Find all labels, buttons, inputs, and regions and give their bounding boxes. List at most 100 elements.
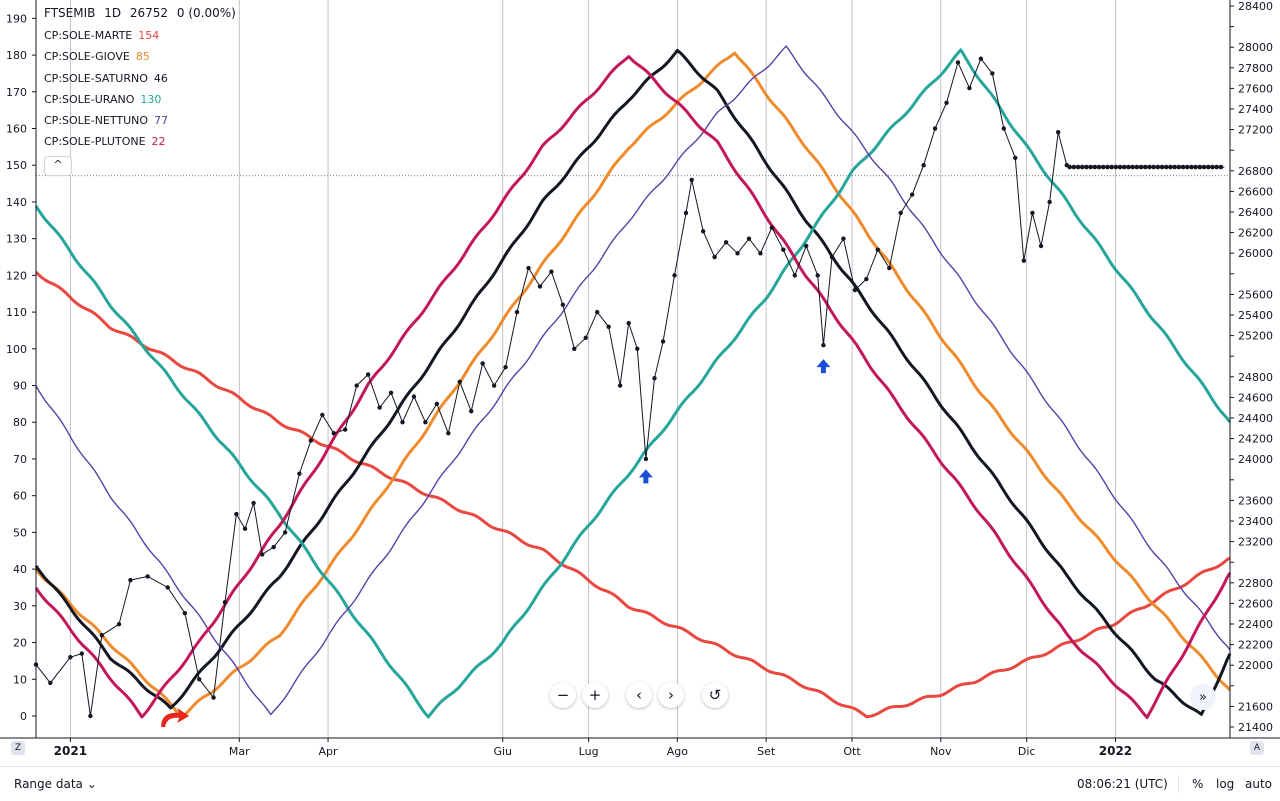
- utc-clock[interactable]: 08:06:21 (UTC): [1077, 777, 1168, 791]
- price-point: [712, 254, 717, 260]
- reset-chart-button[interactable]: ↺: [702, 682, 728, 708]
- price-point: [251, 500, 256, 506]
- right-tick-label: 27200: [1238, 124, 1273, 137]
- price-point: [955, 60, 961, 65]
- price-point: [297, 471, 302, 476]
- x-tick-label: Ott: [843, 745, 861, 758]
- price-point: [1038, 243, 1044, 249]
- scroll-to-realtime-button[interactable]: »: [1190, 684, 1216, 710]
- projection-point: [1205, 164, 1211, 170]
- price-point: [887, 265, 892, 271]
- price-point: [400, 420, 405, 425]
- interval-label[interactable]: 1D: [104, 6, 122, 20]
- price-point: [990, 71, 995, 76]
- time-axis-bg: [0, 739, 1280, 766]
- left-tick-label: 20: [13, 637, 27, 650]
- price-point: [128, 577, 133, 583]
- bottom-toolbar: Range data ⌄ 08:06:21 (UTC) % log auto: [0, 766, 1280, 801]
- right-tick-label: 23200: [1238, 536, 1273, 549]
- projection-point: [1117, 164, 1123, 170]
- zoom-corner-button[interactable]: Z: [11, 741, 25, 755]
- price-point: [457, 379, 462, 385]
- scroll-right-button[interactable]: ›: [658, 682, 684, 708]
- legend-collapse-button[interactable]: ^: [44, 156, 72, 176]
- legend-item-giove[interactable]: CP:SOLE-GIOVE 85: [44, 50, 150, 64]
- left-tick-label: 50: [13, 526, 27, 539]
- legend-item-marte[interactable]: CP:SOLE-MARTE 154: [44, 29, 160, 42]
- price-point: [700, 229, 706, 234]
- left-tick-label: 110: [6, 306, 27, 319]
- projection-point: [1151, 164, 1156, 170]
- price-point: [1001, 126, 1006, 131]
- legend-header: FTSEMIB 1D 26752 0 (0.00%): [44, 6, 241, 20]
- legend-item-urano[interactable]: CP:SOLE-URANO 130: [44, 92, 162, 106]
- left-tick-label: 10: [13, 673, 27, 686]
- right-tick-label: 28400: [1238, 0, 1273, 13]
- price-point: [343, 427, 348, 432]
- left-tick-label: 190: [6, 12, 27, 25]
- series-line-cp-sole-marte: [34, 271, 1231, 719]
- legend-item-plutone[interactable]: CP:SOLE-PLUTONE 22: [44, 135, 166, 149]
- right-tick-label: 25600: [1238, 288, 1273, 301]
- price-point: [1013, 155, 1018, 161]
- projection-point: [1092, 164, 1098, 170]
- right-tick-label: 22400: [1238, 618, 1273, 631]
- projection-point: [1218, 164, 1224, 170]
- price-point: [116, 621, 122, 627]
- price-point: [944, 100, 949, 106]
- price-point: [320, 412, 325, 418]
- price-point: [821, 342, 826, 348]
- price-point: [875, 247, 881, 252]
- legend-item-nettuno[interactable]: CP:SOLE-NETTUNO 77: [44, 114, 169, 128]
- right-tick-label: 26000: [1238, 247, 1273, 260]
- price-point: [491, 383, 497, 388]
- zoom-in-button[interactable]: +: [582, 682, 608, 708]
- right-tick-label: 26600: [1238, 185, 1273, 198]
- projection-point: [1109, 164, 1114, 170]
- projection-point: [1121, 164, 1127, 170]
- price-point: [282, 530, 288, 535]
- right-tick-label: 25400: [1238, 309, 1273, 322]
- left-tick-label: 170: [6, 86, 27, 99]
- price-point: [260, 552, 265, 557]
- projection-point: [1096, 164, 1102, 170]
- price-point: [1056, 129, 1061, 135]
- price-point: [480, 361, 485, 366]
- price-point: [388, 390, 394, 396]
- price-point: [781, 247, 786, 252]
- auto-scale-corner-button[interactable]: A: [1250, 741, 1264, 755]
- projection-point: [1176, 164, 1182, 170]
- price-point: [572, 346, 577, 352]
- right-tick-label: 22200: [1238, 639, 1273, 652]
- price-point: [222, 599, 228, 605]
- reset-controls: ↺: [702, 682, 728, 708]
- price-point: [79, 651, 85, 656]
- scroll-left-button[interactable]: ‹: [626, 682, 652, 708]
- auto-scale-toggle[interactable]: auto: [1245, 777, 1273, 791]
- left-tick-label: 0: [20, 710, 27, 723]
- chart-canvas[interactable]: 0 10 20 30 40 50 60 70 80 90 100 110 120 130 140 150 160…: [0, 0, 1280, 766]
- right-tick-label: 24400: [1238, 412, 1273, 425]
- price-point: [852, 287, 858, 293]
- range-date-button[interactable]: Range data ⌄: [14, 777, 97, 791]
- symbol-name[interactable]: FTSEMIB: [44, 6, 96, 20]
- log-scale-toggle[interactable]: log: [1216, 777, 1235, 791]
- price-point: [735, 251, 740, 256]
- right-tick-label: 24000: [1238, 453, 1273, 466]
- price-point: [99, 632, 105, 638]
- projection-point: [1130, 164, 1135, 170]
- price-point: [1047, 199, 1052, 205]
- price-point: [560, 302, 566, 307]
- percent-scale-toggle[interactable]: %: [1192, 777, 1204, 791]
- zoom-out-button[interactable]: −: [550, 682, 576, 708]
- x-tick-label: Ago: [667, 745, 689, 758]
- series-line-cp-sole-urano: [34, 48, 1232, 719]
- price-point: [197, 677, 202, 682]
- price-point: [211, 695, 216, 700]
- projection-point: [1113, 164, 1119, 170]
- x-tick-label: Mar: [229, 745, 250, 758]
- price-point: [48, 680, 53, 686]
- price-point: [595, 309, 600, 315]
- price-point: [1021, 258, 1027, 263]
- legend-item-saturno[interactable]: CP:SOLE-SATURNO 46: [44, 71, 168, 85]
